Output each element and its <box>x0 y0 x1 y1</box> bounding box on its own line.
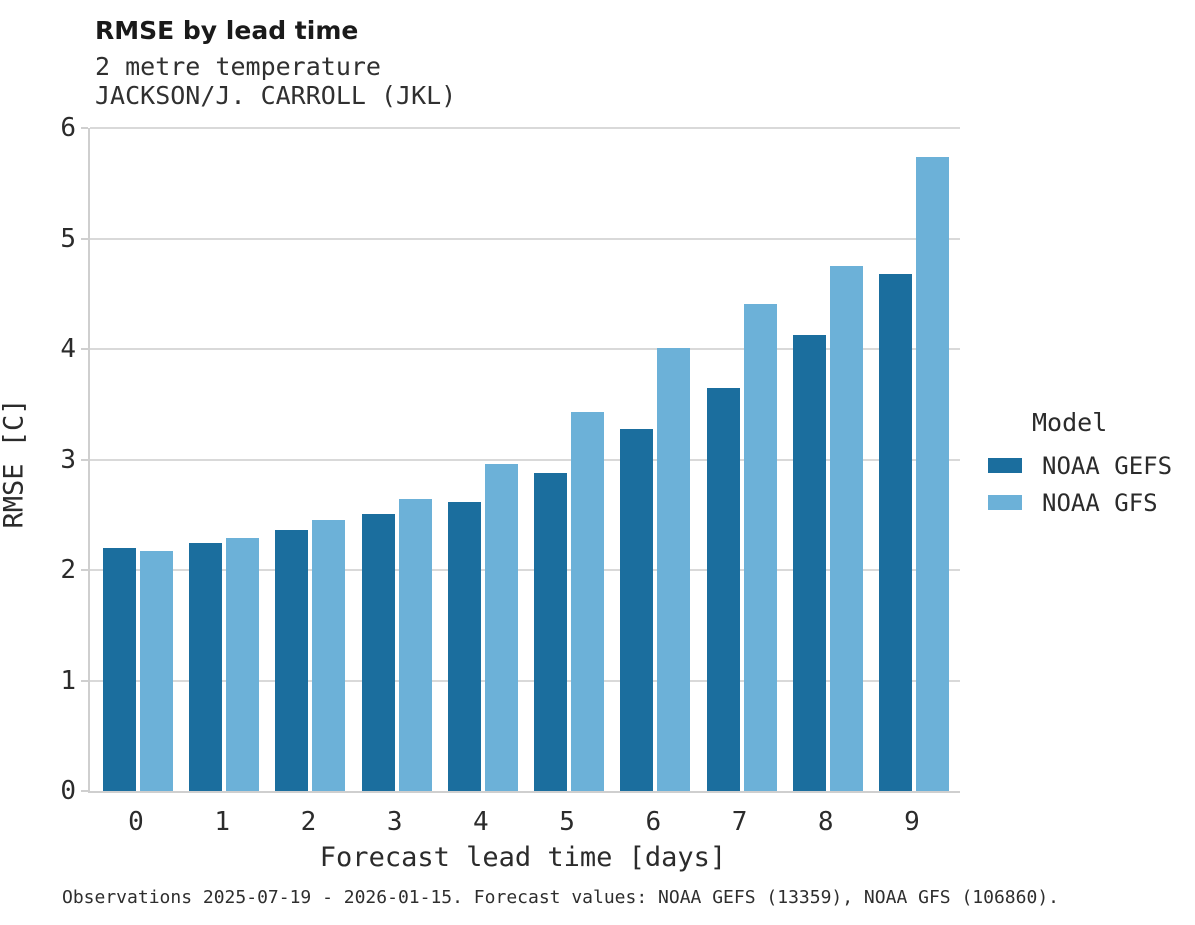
legend-item-label: NOAA GFS <box>1042 488 1158 517</box>
y-tick-mark <box>81 237 88 240</box>
y-tick-mark <box>81 348 88 350</box>
bar-noaa-gefs-day-1 <box>189 543 223 791</box>
x-axis-label: Forecast lead time [days] <box>319 842 727 873</box>
caption: Observations 2025-07-19 - 2026-01-15. Fo… <box>62 887 1059 908</box>
bar-noaa-gefs-day-9 <box>878 273 912 791</box>
bar-noaa-gfs-day-3 <box>398 499 432 791</box>
gridline <box>90 569 960 571</box>
y-tick-label: 0 <box>60 776 76 806</box>
legend-item-label: NOAA GEFS <box>1042 451 1173 480</box>
plot-area <box>81 127 960 793</box>
y-tick-mark <box>81 790 88 792</box>
legend: Model NOAA GEFS NOAA GFS <box>988 408 1188 521</box>
legend-item: NOAA GEFS <box>988 447 1188 484</box>
bar-noaa-gfs-day-2 <box>312 520 346 791</box>
y-tick-mark <box>81 569 88 571</box>
bar-noaa-gefs-day-2 <box>275 530 309 791</box>
legend-swatch <box>988 458 1022 473</box>
y-tick-label: 5 <box>60 223 76 254</box>
x-tick-label: 8 <box>817 807 834 837</box>
y-tick-label: 1 <box>60 665 76 696</box>
bar-noaa-gfs-day-0 <box>140 551 173 791</box>
legend-item: NOAA GFS <box>988 484 1188 521</box>
x-tick-label: 0 <box>128 807 144 837</box>
y-tick-mark <box>81 679 88 682</box>
bar-noaa-gefs-day-7 <box>706 387 740 791</box>
chart-subtitle-variable: 2 metre temperature <box>95 52 381 81</box>
bar-noaa-gfs-day-4 <box>484 463 518 791</box>
bar-noaa-gefs-day-8 <box>792 334 826 791</box>
y-tick-mark <box>81 458 88 461</box>
y-tick-label: 4 <box>60 334 76 364</box>
bar-noaa-gfs-day-9 <box>915 156 949 791</box>
gridline <box>90 679 960 682</box>
bar-noaa-gefs-day-0 <box>103 547 136 791</box>
chart-subtitle-station: JACKSON/J. CARROLL (JKL) <box>95 81 457 110</box>
y-tick-mark <box>81 127 88 129</box>
y-axis-label: RMSE [C] <box>0 398 30 529</box>
gridline <box>90 348 960 350</box>
x-tick-label: 7 <box>731 807 748 837</box>
bar-noaa-gfs-day-7 <box>743 303 777 791</box>
chart-title: RMSE by lead time <box>95 16 359 45</box>
x-tick-label: 3 <box>386 807 403 837</box>
bar-noaa-gefs-day-4 <box>447 501 481 791</box>
bar-noaa-gefs-day-6 <box>620 428 654 791</box>
bar-noaa-gefs-day-5 <box>534 472 568 791</box>
x-tick-label: 1 <box>214 807 231 837</box>
legend-items: NOAA GEFS NOAA GFS <box>988 447 1188 521</box>
y-tick-label: 3 <box>60 444 76 475</box>
bar-noaa-gfs-day-1 <box>226 537 260 791</box>
x-tick-label: 2 <box>300 807 317 837</box>
x-tick-label: 6 <box>645 807 662 837</box>
bar-noaa-gefs-day-3 <box>361 513 395 791</box>
bar-noaa-gfs-day-5 <box>571 412 605 791</box>
y-tick-label: 6 <box>60 113 76 143</box>
x-tick-label: 9 <box>904 807 920 837</box>
bar-noaa-gfs-day-6 <box>657 347 691 791</box>
legend-title: Model <box>1032 408 1108 437</box>
x-tick-label: 5 <box>559 807 575 837</box>
legend-swatch <box>988 495 1022 510</box>
bar-noaa-gfs-day-8 <box>829 266 863 791</box>
gridline <box>90 127 960 129</box>
gridline <box>90 458 960 461</box>
gridline <box>90 237 960 240</box>
x-tick-label: 4 <box>473 807 489 837</box>
y-tick-label: 2 <box>60 555 76 585</box>
